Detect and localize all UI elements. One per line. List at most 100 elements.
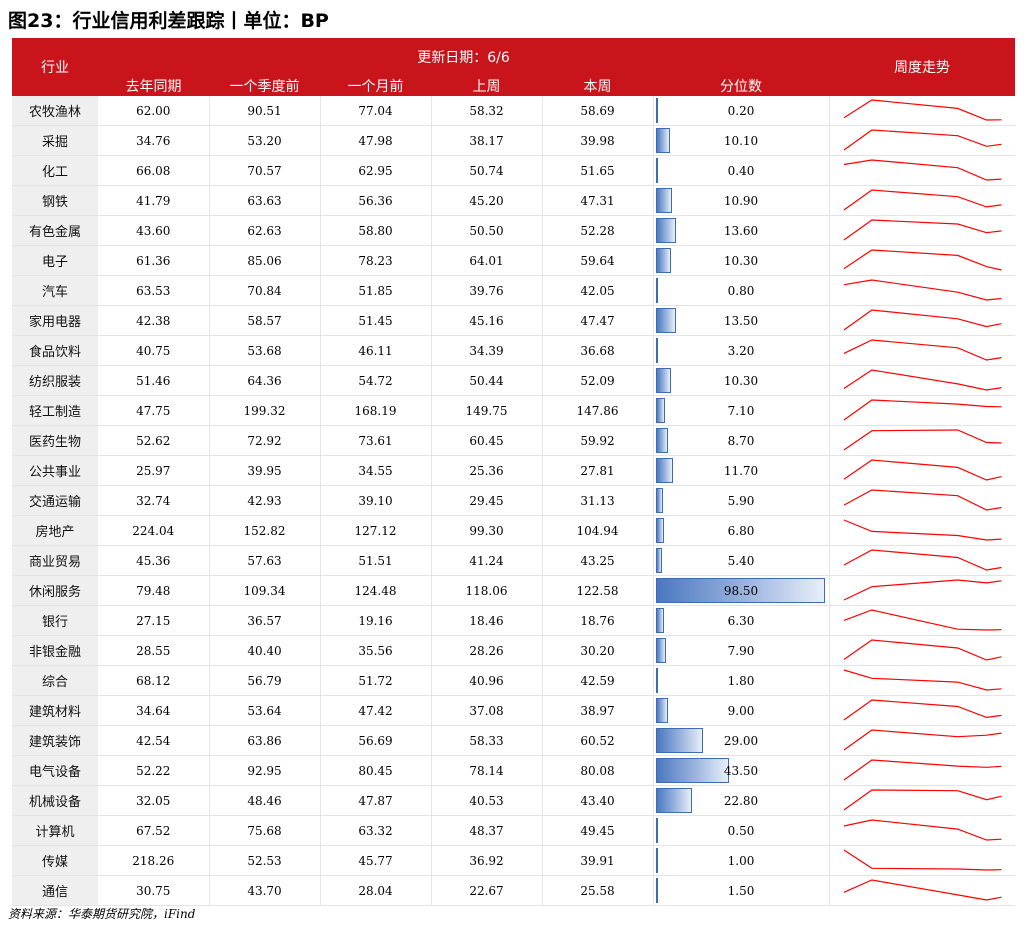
table-row: 纺织服装 51.46 64.36 54.72 50.44 52.09 10.30 <box>12 365 1015 397</box>
percentile-cell: 0.50 <box>653 815 830 847</box>
percentile-value: 11.70 <box>723 463 759 478</box>
weekly-trend-cell <box>829 485 1015 517</box>
sparkline <box>843 369 1002 391</box>
sparkline <box>843 579 1002 601</box>
spread-value: 45.20 <box>431 185 543 217</box>
spread-value: 56.79 <box>209 665 321 697</box>
industry-name: 通信 <box>12 875 98 907</box>
spread-value: 99.30 <box>431 515 543 547</box>
spread-value: 27.81 <box>542 455 654 487</box>
spread-value: 43.25 <box>542 545 654 577</box>
spread-value: 59.64 <box>542 245 654 277</box>
spread-value: 70.57 <box>209 155 321 187</box>
spread-value: 49.45 <box>542 815 654 847</box>
sparkline <box>843 279 1002 301</box>
percentile-bar <box>655 818 658 844</box>
percentile-cell: 8.70 <box>653 425 830 457</box>
spread-value: 80.08 <box>542 755 654 787</box>
spread-value: 52.28 <box>542 215 654 247</box>
spread-value: 124.48 <box>320 575 432 607</box>
weekly-trend-cell <box>829 185 1015 217</box>
spread-value: 60.45 <box>431 425 543 457</box>
spread-value: 36.92 <box>431 845 543 877</box>
spread-value: 40.53 <box>431 785 543 817</box>
header-last-year: 去年同期 <box>98 76 209 96</box>
percentile-bar <box>655 518 665 544</box>
spread-value: 25.36 <box>431 455 543 487</box>
spread-value: 39.91 <box>542 845 654 877</box>
spread-value: 75.68 <box>209 815 321 847</box>
weekly-trend-cell <box>829 275 1015 307</box>
percentile-value: 22.80 <box>723 793 759 808</box>
percentile-value: 10.10 <box>723 133 759 148</box>
percentile-bar <box>655 428 668 454</box>
sparkline <box>843 639 1002 661</box>
sparkline-line <box>843 189 1002 211</box>
spread-value: 47.31 <box>542 185 654 217</box>
sparkline-line <box>843 339 1002 361</box>
percentile-bar <box>655 698 669 724</box>
sparkline-line <box>843 219 1002 241</box>
industry-name: 食品饮料 <box>12 335 98 367</box>
table-row: 非银金融 28.55 40.40 35.56 28.26 30.20 7.90 <box>12 635 1015 667</box>
percentile-bar <box>655 338 659 364</box>
spread-value: 218.26 <box>98 845 210 877</box>
percentile-bar <box>655 98 658 124</box>
sparkline <box>843 759 1002 781</box>
percentile-cell: 0.20 <box>653 96 830 127</box>
spread-value: 43.40 <box>542 785 654 817</box>
sparkline <box>843 609 1002 631</box>
industry-name: 有色金属 <box>12 215 98 247</box>
percentile-bar <box>655 308 677 334</box>
weekly-trend-cell <box>829 875 1015 907</box>
weekly-trend-cell <box>829 725 1015 757</box>
spread-value: 29.45 <box>431 485 543 517</box>
table-row: 银行 27.15 36.57 19.16 18.46 18.76 6.30 <box>12 605 1015 637</box>
table-row: 休闲服务 79.48 109.34 124.48 118.06 122.58 98.50 <box>12 575 1015 607</box>
percentile-cell: 7.90 <box>653 635 830 667</box>
sparkline <box>843 549 1002 571</box>
spread-value: 25.58 <box>542 875 654 907</box>
weekly-trend-cell <box>829 545 1015 577</box>
sparkline-line <box>843 579 1002 601</box>
spread-value: 58.33 <box>431 725 543 757</box>
table-row: 传媒 218.26 52.53 45.77 36.92 39.91 1.00 <box>12 845 1015 877</box>
spread-value: 60.52 <box>542 725 654 757</box>
spread-value: 149.75 <box>431 395 543 427</box>
spread-value: 73.61 <box>320 425 432 457</box>
spread-value: 67.52 <box>98 815 210 847</box>
spread-value: 34.39 <box>431 335 543 367</box>
header-weekly-trend: 周度走势 <box>829 38 1015 96</box>
industry-name: 商业贸易 <box>12 545 98 577</box>
sparkline <box>843 789 1002 811</box>
sparkline <box>843 249 1002 271</box>
weekly-trend-cell <box>829 155 1015 187</box>
percentile-cell: 0.40 <box>653 155 830 187</box>
percentile-bar <box>655 668 658 694</box>
spread-value: 122.58 <box>542 575 654 607</box>
spread-value: 52.09 <box>542 365 654 397</box>
spread-value: 63.86 <box>209 725 321 757</box>
spread-value: 64.36 <box>209 365 321 397</box>
header-last-week: 上周 <box>431 76 542 96</box>
weekly-trend-cell <box>829 695 1015 727</box>
spread-value: 47.87 <box>320 785 432 817</box>
percentile-value: 5.90 <box>727 493 755 508</box>
spread-value: 78.14 <box>431 755 543 787</box>
spread-value: 72.92 <box>209 425 321 457</box>
spread-value: 27.15 <box>98 605 210 637</box>
sparkline <box>843 159 1002 181</box>
table-row: 建筑装饰 42.54 63.86 56.69 58.33 60.52 29.00 <box>12 725 1015 757</box>
spread-value: 54.72 <box>320 365 432 397</box>
spread-value: 50.74 <box>431 155 543 187</box>
header-quarter-ago: 一个季度前 <box>209 76 320 96</box>
spread-value: 80.45 <box>320 755 432 787</box>
weekly-trend-cell <box>829 305 1015 337</box>
table-row: 医药生物 52.62 72.92 73.61 60.45 59.92 8.70 <box>12 425 1015 457</box>
spread-value: 18.46 <box>431 605 543 637</box>
spread-value: 51.46 <box>98 365 210 397</box>
percentile-cell: 98.50 <box>653 575 830 607</box>
spread-value: 58.57 <box>209 305 321 337</box>
weekly-trend-cell <box>829 515 1015 547</box>
percentile-bar <box>655 758 729 784</box>
